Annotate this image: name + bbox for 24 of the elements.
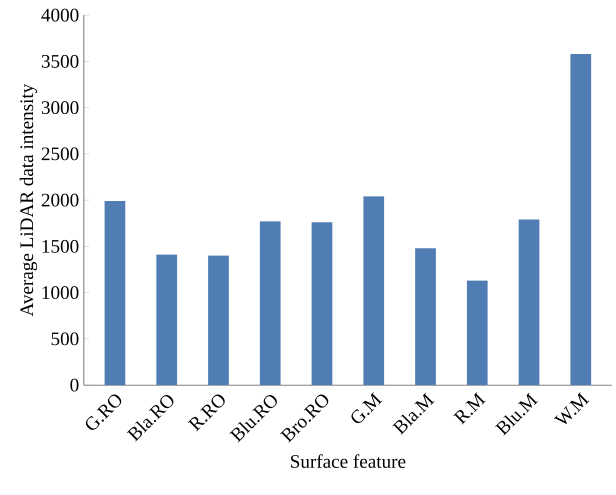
bar — [466, 280, 488, 386]
y-tick-label: 2500 — [42, 147, 78, 160]
bar — [260, 221, 281, 386]
bar — [208, 256, 229, 386]
bar — [518, 219, 540, 386]
y-tick-label: 500 — [52, 332, 78, 346]
bar — [415, 248, 436, 386]
y-tick-label: 2000 — [42, 194, 78, 207]
y-tick-label: 4000 — [41, 8, 78, 22]
x-tick-label: W.M — [554, 392, 590, 424]
y-tick-label: 1000 — [42, 286, 78, 300]
x-axis-title: Surface feature — [291, 454, 406, 468]
bar — [156, 254, 178, 386]
bar — [570, 54, 592, 386]
y-tick-label: 0 — [70, 378, 78, 392]
y-tick-label: 1500 — [42, 240, 78, 253]
y-tick-label: 3500 — [42, 54, 78, 68]
bar — [104, 200, 126, 386]
x-tick-label: G.M — [351, 392, 382, 424]
bar — [363, 196, 384, 386]
y-axis-title: Average LiDAR data intensity — [20, 84, 38, 316]
y-tick-label: 3000 — [42, 101, 78, 114]
x-tick-label: R.M — [453, 392, 486, 424]
bar — [312, 222, 332, 386]
